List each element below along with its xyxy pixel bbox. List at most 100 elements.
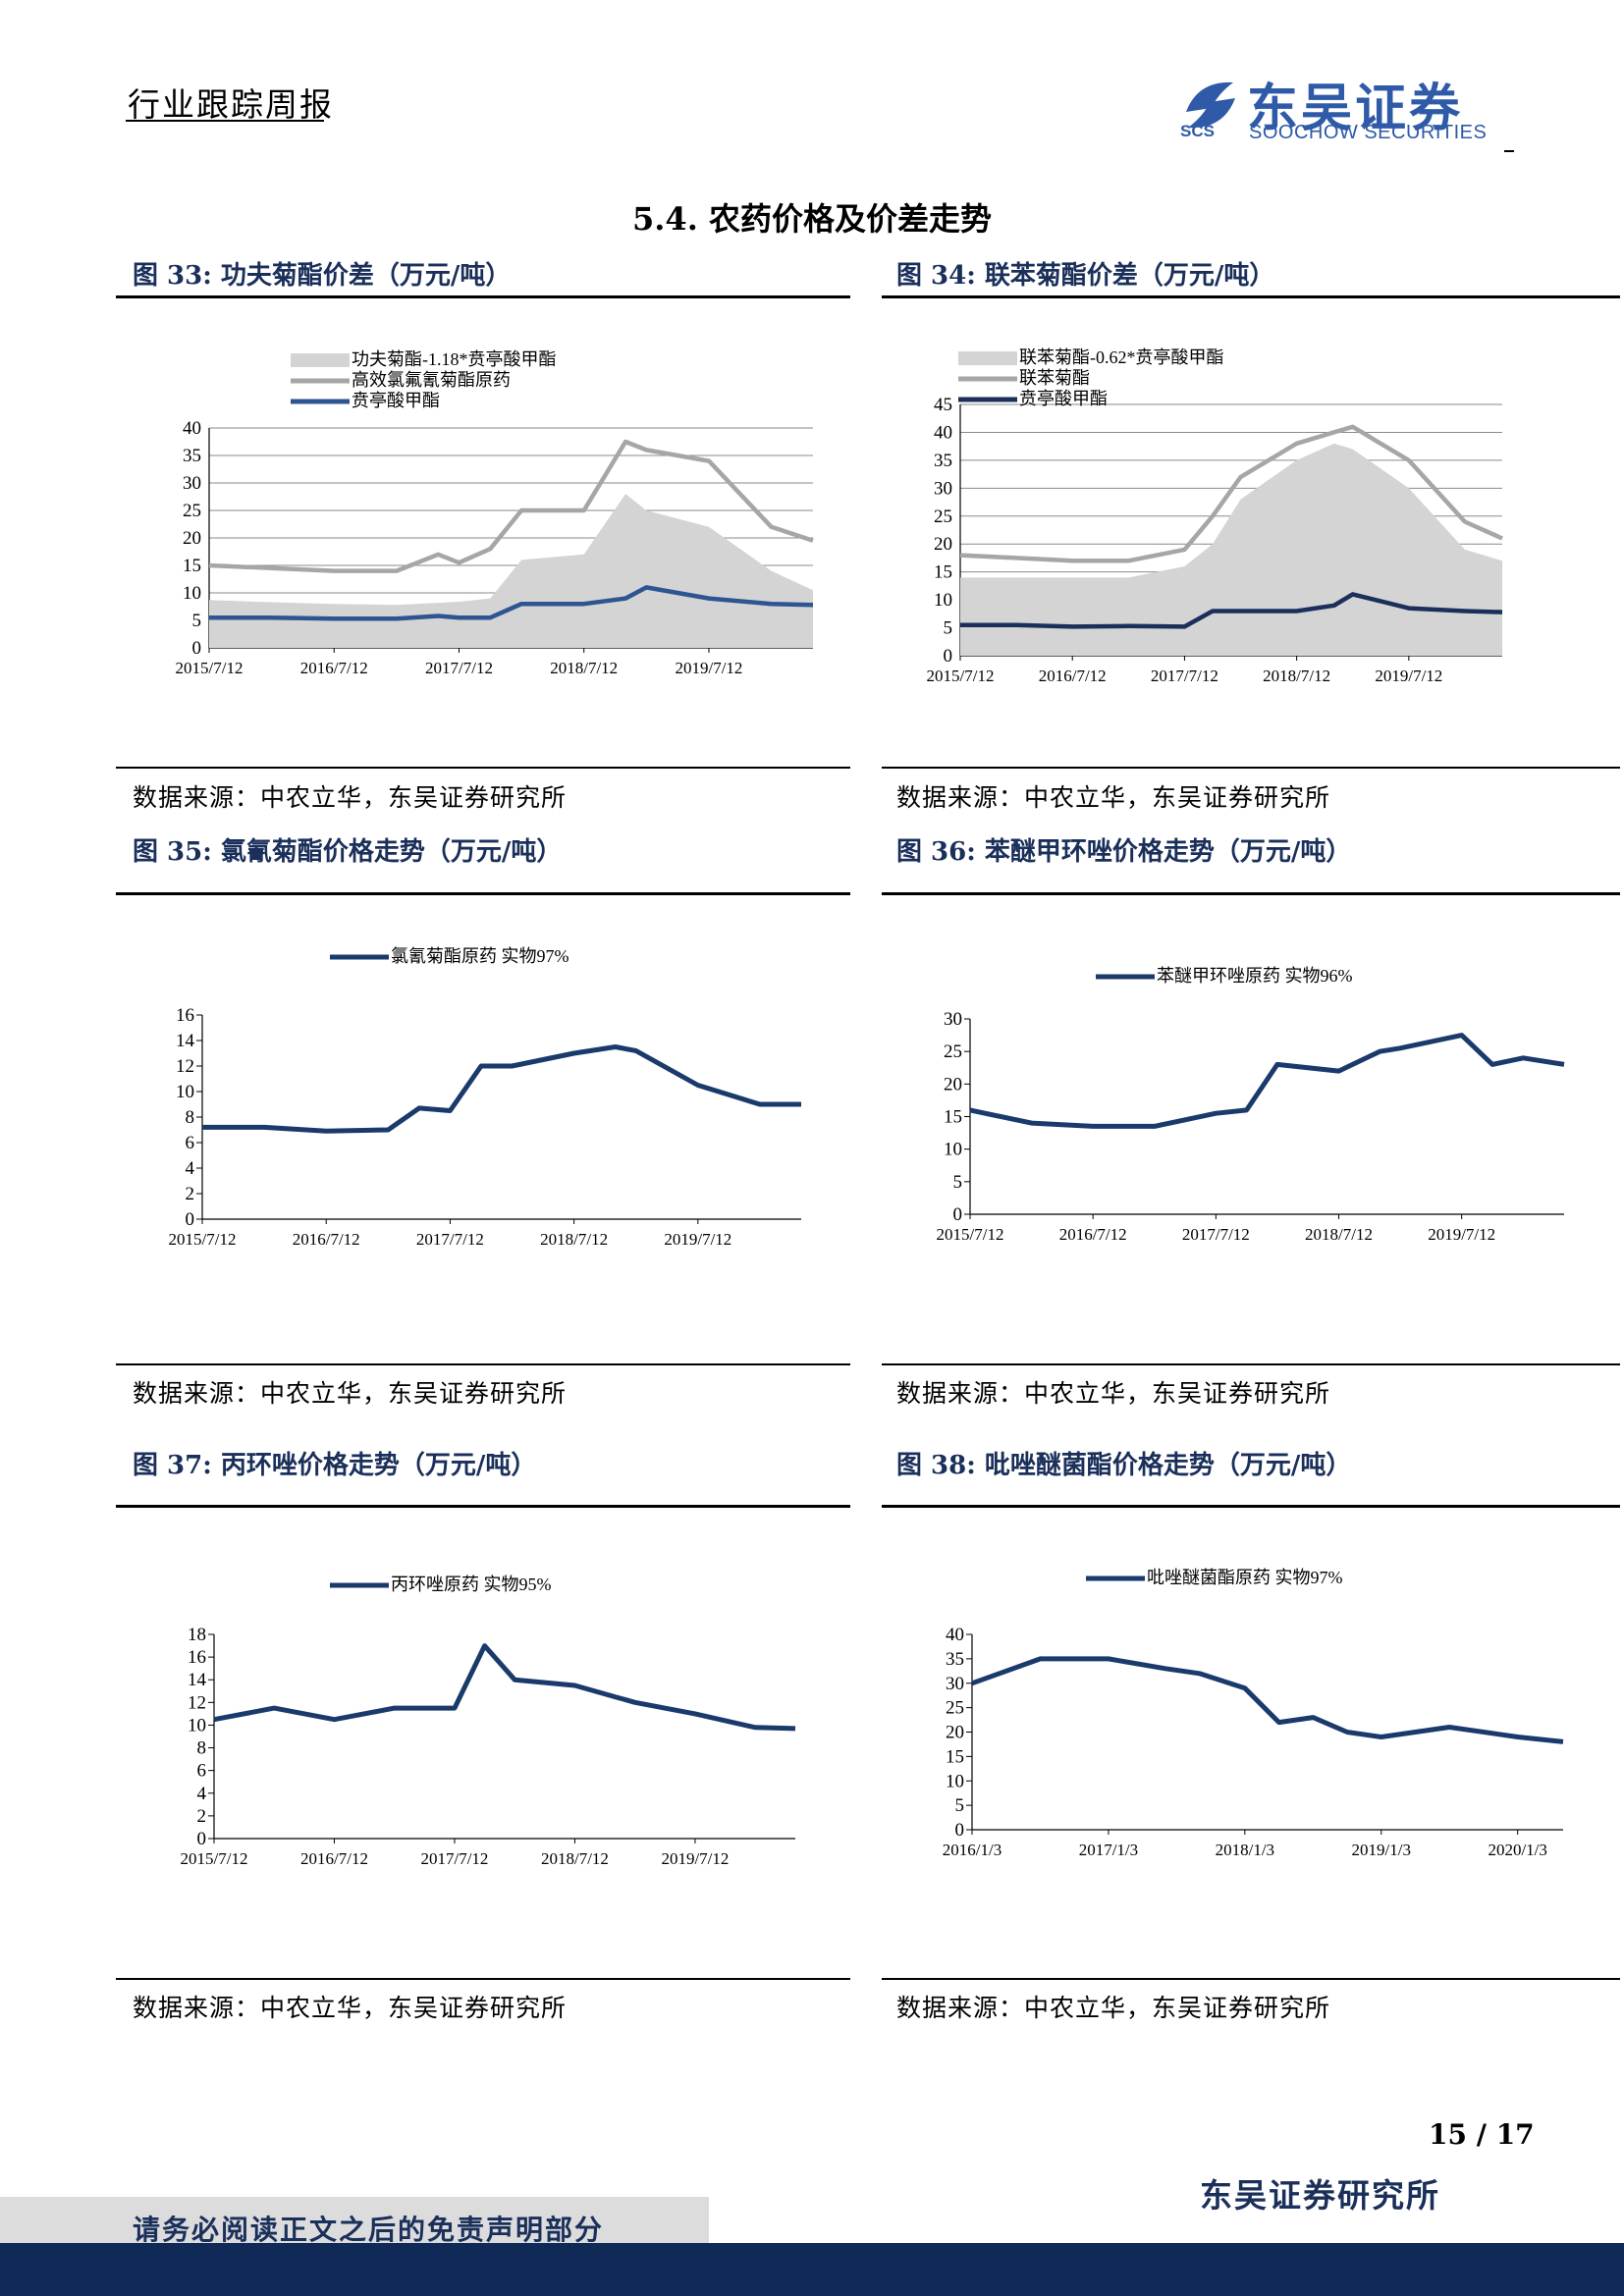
y-tick-label: 10 — [188, 1715, 206, 1735]
figure-bottom-rule — [882, 1978, 1620, 1980]
figure-source: 数据来源：中农立华，东吴证券研究所 — [133, 783, 568, 812]
figure-bottom-rule — [116, 1978, 850, 1980]
x-tick-label: 2017/7/12 — [416, 1230, 484, 1249]
y-tick-label: 0 — [186, 1209, 195, 1230]
series-line — [969, 1033, 1565, 1129]
legend-label: 氯氰菊酯原药 实物97% — [391, 946, 569, 966]
y-tick-label: 10 — [944, 1140, 962, 1160]
y-tick-label: 40 — [934, 422, 952, 443]
y-tick-label: 10 — [176, 1082, 194, 1102]
y-tick-label: 8 — [197, 1738, 207, 1759]
header-underline — [126, 120, 324, 122]
legend-label: 苯醚甲环唑原药 实物96% — [1157, 966, 1353, 986]
y-tick-label: 0 — [944, 646, 953, 667]
y-tick-label: 16 — [188, 1647, 206, 1668]
y-tick-label: 30 — [944, 1009, 962, 1030]
x-tick-label: 2017/7/12 — [1182, 1225, 1250, 1244]
y-tick-label: 16 — [176, 1005, 194, 1026]
y-tick-label: 8 — [186, 1107, 195, 1128]
y-tick-label: 14 — [188, 1670, 207, 1690]
x-tick-label: 2020/1/3 — [1488, 1841, 1546, 1859]
logo-abbr: SCS — [1180, 122, 1215, 140]
series-line — [202, 1044, 801, 1134]
figure-source: 数据来源：中农立华，东吴证券研究所 — [896, 1379, 1331, 1408]
y-tick-label: 5 — [955, 1795, 965, 1816]
chart-38: 0 5 10 15 20 25 30 35 40 2016/1/3 2017/1/3 2018/1/3… — [943, 1568, 1564, 1859]
y-tick-label: 20 — [946, 1723, 964, 1743]
y-tick-label: 6 — [186, 1133, 195, 1153]
y-tick-label: 15 — [934, 562, 952, 583]
x-tick-label: 2018/1/3 — [1216, 1841, 1274, 1859]
y-tick-label: 6 — [197, 1761, 207, 1782]
x-tick-label: 2015/7/12 — [927, 667, 995, 685]
x-tick-label: 2016/7/12 — [293, 1230, 360, 1249]
x-tick-label: 2018/7/12 — [550, 659, 618, 677]
logo-mark-icon — [1186, 81, 1235, 129]
y-tick-label: 20 — [183, 528, 201, 549]
y-tick-label: 15 — [944, 1107, 962, 1128]
figure-title-35: 图 35: 氯氰菊酯价格走势（万元/吨） — [133, 837, 563, 867]
footer-band — [0, 2243, 1624, 2296]
figure-bottom-rule — [116, 767, 850, 769]
x-tick-label: 2016/1/3 — [943, 1841, 1001, 1859]
figure-title-36: 图 36: 苯醚甲环唑价格走势（万元/吨） — [896, 837, 1352, 867]
y-tick-label: 40 — [946, 1625, 964, 1645]
legend-label: 贲亭酸甲酯 — [352, 391, 440, 410]
legend-label: 联苯菊酯-0.62*贲亭酸甲酯 — [1019, 347, 1224, 367]
figure-title-37: 图 37: 丙环唑价格走势（万元/吨） — [133, 1451, 537, 1480]
y-tick-label: 30 — [946, 1674, 964, 1694]
y-tick-label: 35 — [934, 451, 952, 471]
x-tick-label: 2016/7/12 — [300, 659, 368, 677]
y-tick-label: 20 — [934, 534, 952, 555]
x-tick-label: 2019/7/12 — [661, 1849, 729, 1868]
figure-title-33: 图 33: 功夫菊酯价差（万元/吨） — [133, 261, 512, 291]
figure-top-rule — [116, 892, 850, 895]
y-tick-label: 0 — [197, 1829, 207, 1849]
report-type: 行业跟踪周报 — [128, 85, 334, 124]
y-tick-label: 30 — [183, 473, 201, 494]
y-tick-label: 35 — [946, 1649, 964, 1670]
header-mark — [1504, 150, 1514, 152]
x-tick-label: 2017/7/12 — [1151, 667, 1218, 685]
legend-swatch — [291, 353, 350, 367]
figure-bottom-rule — [116, 1363, 850, 1365]
section-title: 5.4. 农药价格及价差走势 — [632, 200, 992, 238]
y-tick-label: 18 — [188, 1625, 206, 1645]
page-number: 15 / 17 — [1429, 2118, 1535, 2151]
series-line — [208, 439, 814, 573]
x-tick-label: 2015/7/12 — [169, 1230, 237, 1249]
logo-cn: 东吴证券 — [1247, 80, 1464, 138]
y-tick-label: 25 — [946, 1698, 964, 1719]
y-tick-label: 4 — [197, 1784, 207, 1804]
y-tick-label: 30 — [934, 478, 952, 499]
x-tick-label: 2016/7/12 — [300, 1849, 368, 1868]
figure-source: 数据来源：中农立华，东吴证券研究所 — [896, 783, 1331, 812]
x-tick-label: 2015/7/12 — [176, 659, 244, 677]
y-tick-label: 10 — [183, 583, 201, 604]
legend-label: 贲亭酸甲酯 — [1019, 389, 1108, 408]
y-tick-label: 12 — [176, 1056, 194, 1077]
footer-institute: 东吴证券研究所 — [1200, 2176, 1440, 2215]
y-tick-label: 0 — [955, 1820, 965, 1841]
figure-top-rule — [882, 295, 1620, 298]
figure-source: 数据来源：中农立华，东吴证券研究所 — [133, 1994, 568, 2022]
figure-title-38: 图 38: 吡唑醚菌酯价格走势（万元/吨） — [896, 1451, 1352, 1480]
chart-35: 0 2 4 6 8 10 12 14 16 2015/7/12 2016/7/12 2017/7/12… — [169, 946, 801, 1249]
x-tick-label: 2019/7/12 — [1428, 1225, 1495, 1244]
y-tick-label: 10 — [934, 590, 952, 611]
legend-swatch — [958, 351, 1017, 365]
y-tick-label: 5 — [192, 611, 202, 631]
figure-top-rule — [116, 1505, 850, 1508]
x-tick-label: 2017/7/12 — [425, 659, 493, 677]
figure-title-34: 图 34: 联苯菊酯价差（万元/吨） — [896, 261, 1275, 291]
y-tick-label: 2 — [197, 1806, 207, 1827]
chart-36: 0 5 10 15 20 25 30 2015/7/12 2016/7/12 2017/7/12 2… — [937, 966, 1565, 1244]
y-tick-label: 25 — [934, 507, 952, 527]
figure-top-rule — [882, 1505, 1620, 1508]
x-tick-label: 2019/7/12 — [675, 659, 742, 677]
chart-34: 0 5 10 15 20 25 30 35 40 45 2015/7/12 2016/7/12 2017… — [927, 347, 1503, 685]
series-area — [209, 494, 813, 648]
y-tick-label: 4 — [186, 1158, 195, 1179]
y-tick-label: 0 — [953, 1204, 963, 1225]
figure-source: 数据来源：中农立华，东吴证券研究所 — [133, 1379, 568, 1408]
